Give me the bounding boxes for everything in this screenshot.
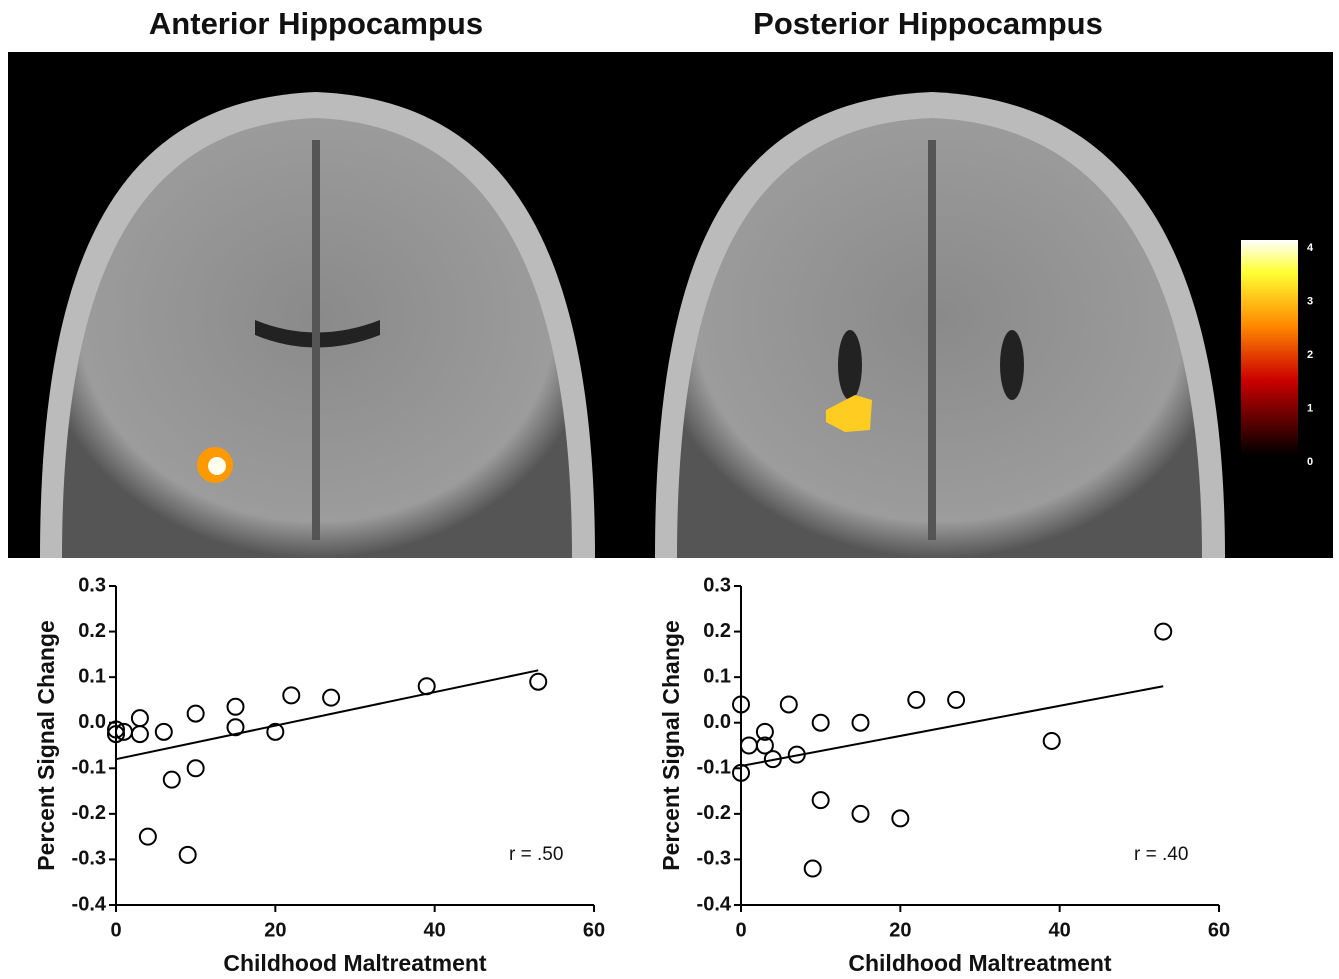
y-tick-label: -0.1 xyxy=(697,757,731,779)
y-tick-label: 0.0 xyxy=(78,711,106,733)
x-tick-label: 0 xyxy=(110,919,121,941)
y-tick-label: -0.2 xyxy=(697,802,731,824)
figure: Anterior Hippocampus Posterior Hippocamp… xyxy=(0,0,1339,979)
data-point xyxy=(908,692,924,708)
x-tick-label: 60 xyxy=(583,919,605,941)
y-tick-label: 0.2 xyxy=(78,620,106,642)
data-point xyxy=(188,706,204,722)
colorbar-tick-label: 1 xyxy=(1307,402,1313,414)
data-point xyxy=(813,715,829,731)
colorbar-tick-label: 2 xyxy=(1307,349,1313,361)
annotation: r = .40 xyxy=(1134,844,1188,865)
y-tick-label: -0.1 xyxy=(72,757,106,779)
y-tick-label: -0.3 xyxy=(697,848,731,870)
trendline xyxy=(116,670,538,759)
x-tick-label: 20 xyxy=(889,919,911,941)
data-point xyxy=(1044,733,1060,749)
colorbar-tick-label: 3 xyxy=(1307,295,1313,307)
data-point xyxy=(132,710,148,726)
y-tick-label: -0.4 xyxy=(697,893,732,915)
y-tick-label: 0.1 xyxy=(78,665,106,687)
data-point xyxy=(853,715,869,731)
x-tick-label: 40 xyxy=(424,919,446,941)
y-axis-label: Percent Signal Change xyxy=(658,620,684,871)
panel-title: Posterior Hippocampus xyxy=(753,6,1103,41)
x-tick-label: 20 xyxy=(264,919,286,941)
x-axis-label: Childhood Maltreatment xyxy=(848,950,1112,976)
data-point xyxy=(781,696,797,712)
data-point xyxy=(156,724,172,740)
data-point xyxy=(228,699,244,715)
data-point xyxy=(853,806,869,822)
colorbar xyxy=(1241,240,1298,455)
y-tick-label: 0.2 xyxy=(703,620,731,642)
y-tick-label: 0.3 xyxy=(703,574,731,596)
data-point xyxy=(805,861,821,877)
x-tick-label: 40 xyxy=(1049,919,1071,941)
y-tick-label: -0.3 xyxy=(72,848,106,870)
data-point xyxy=(188,760,204,776)
y-tick-label: 0.0 xyxy=(703,711,731,733)
data-point xyxy=(948,692,964,708)
x-tick-label: 0 xyxy=(735,919,746,941)
data-point xyxy=(1155,624,1171,640)
y-tick-label: 0.1 xyxy=(703,665,731,687)
data-point xyxy=(180,847,196,863)
data-point xyxy=(283,687,299,703)
data-point xyxy=(323,690,339,706)
y-tick-label: -0.4 xyxy=(72,893,107,915)
data-point xyxy=(892,810,908,826)
data-point xyxy=(132,726,148,742)
y-tick-label: -0.2 xyxy=(72,802,106,824)
x-tick-label: 60 xyxy=(1208,919,1230,941)
data-point xyxy=(530,674,546,690)
panel-title: Anterior Hippocampus xyxy=(149,6,483,41)
colorbar-tick-label: 4 xyxy=(1307,242,1314,254)
y-axis-label: Percent Signal Change xyxy=(33,620,59,871)
annotation: r = .50 xyxy=(509,844,563,865)
data-point xyxy=(813,792,829,808)
colorbar-tick-label: 0 xyxy=(1307,456,1313,468)
data-point xyxy=(741,738,757,754)
data-point xyxy=(164,772,180,788)
data-point xyxy=(419,678,435,694)
data-point xyxy=(228,719,244,735)
data-point xyxy=(140,829,156,845)
y-tick-label: 0.3 xyxy=(78,574,106,596)
x-axis-label: Childhood Maltreatment xyxy=(223,950,487,976)
